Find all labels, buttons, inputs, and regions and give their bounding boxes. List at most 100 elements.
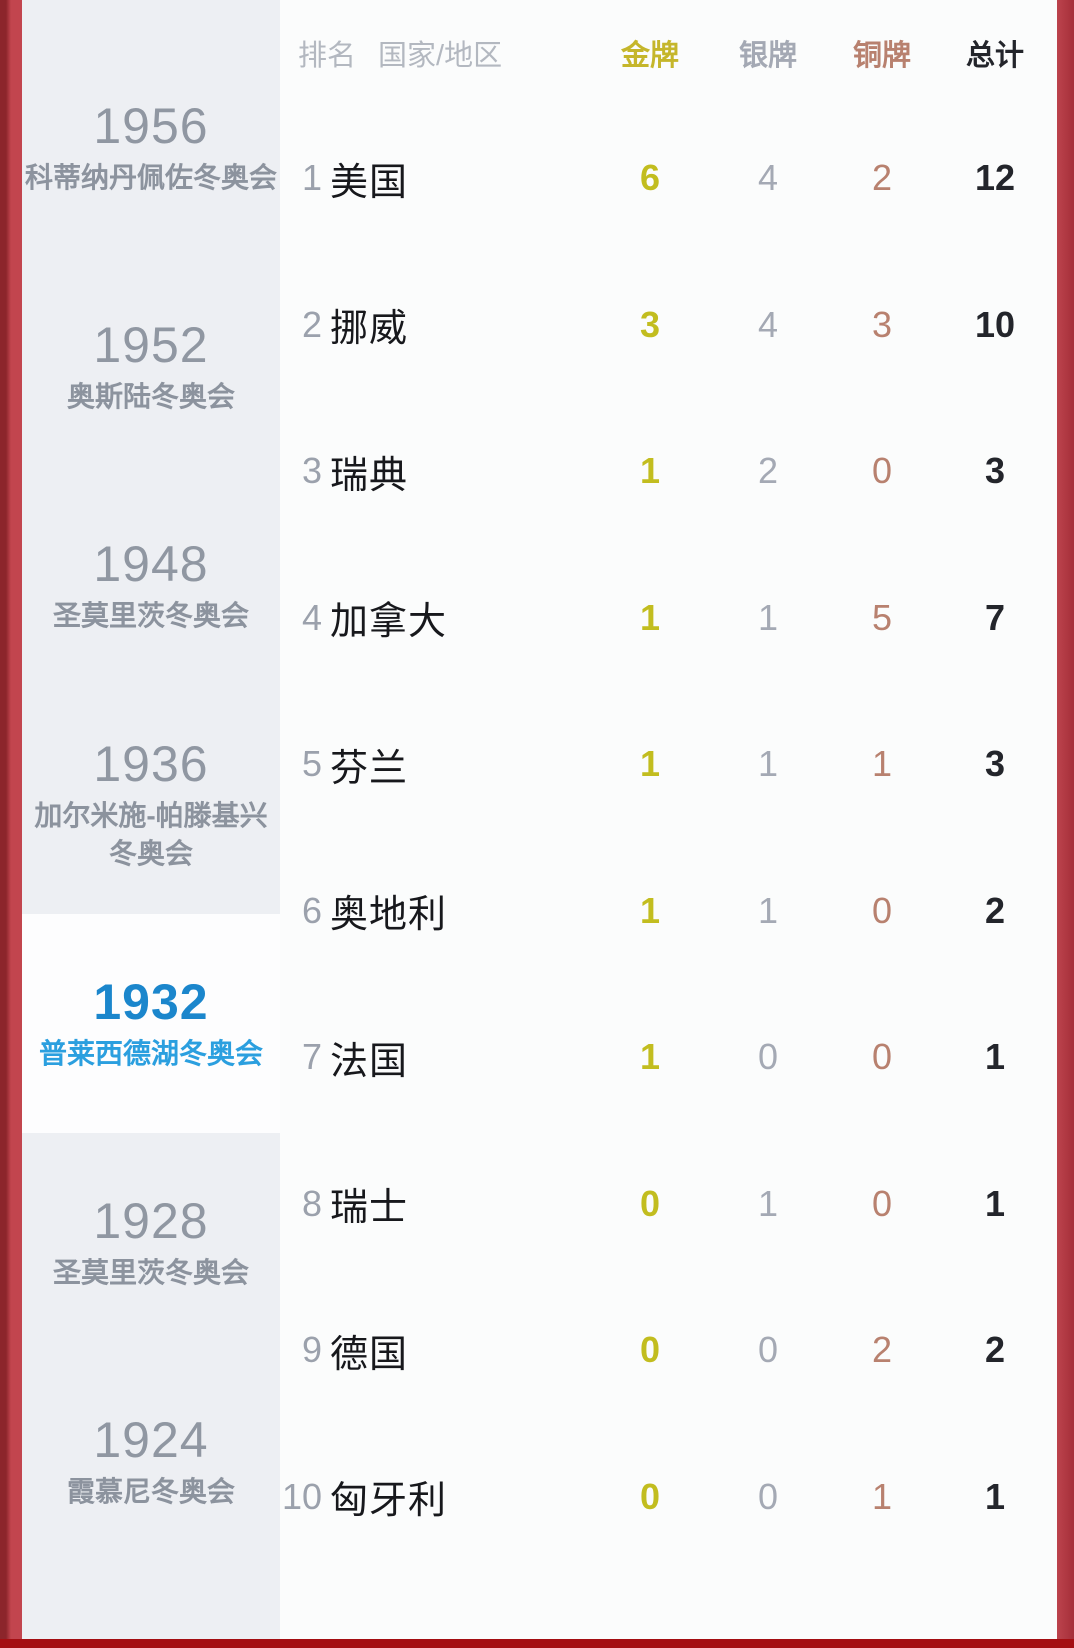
row-total: 1 — [984, 1036, 1006, 1078]
row-silver: 0 — [757, 1475, 779, 1517]
year-sidebar: 1956 科蒂纳丹佩佐冬奥会 1952 奥斯陆冬奥会 1948 圣莫里茨冬奥会 … — [22, 0, 280, 1639]
row-country: 瑞典 — [330, 454, 409, 497]
row-gold: 1 — [639, 1036, 661, 1078]
row-bronze: 5 — [871, 596, 893, 638]
row-silver: 2 — [757, 450, 779, 492]
row-country: 美国 — [330, 161, 409, 204]
header-bronze: 铜牌 — [852, 39, 911, 72]
row-gold: 0 — [639, 1475, 661, 1517]
sidebar-item-label: 加尔米施-帕滕基兴冬奥会 — [34, 800, 268, 870]
row-gold: 0 — [639, 1329, 661, 1371]
row-gold: 6 — [639, 157, 661, 199]
row-bronze: 0 — [871, 1036, 893, 1078]
header-total: 总计 — [965, 39, 1024, 72]
sidebar-item-1928[interactable]: 1928 圣莫里茨冬奥会 — [22, 1133, 280, 1352]
row-total: 1 — [984, 1182, 1006, 1224]
row-silver: 0 — [757, 1329, 779, 1371]
row-total: 3 — [984, 743, 1006, 785]
row-silver: 1 — [757, 743, 779, 785]
row-bronze: 0 — [871, 1182, 893, 1224]
table-row: 9 德国 0 0 2 2 — [280, 1277, 1057, 1424]
row-rank: 7 — [301, 1036, 322, 1078]
header-country: 国家/地区 — [378, 39, 503, 72]
medal-table: 排名 国家/地区 金牌 银牌 铜牌 总计 1 美国 6 4 2 12 2 挪威 … — [280, 0, 1057, 1639]
sidebar-year: 1948 — [93, 535, 209, 592]
table-header-row: 排名 国家/地区 金牌 银牌 铜牌 总计 — [280, 0, 1057, 105]
row-silver: 4 — [757, 157, 779, 199]
sidebar-item-label: 普莱西德湖冬奥会 — [38, 1038, 263, 1070]
row-bronze: 1 — [871, 1475, 893, 1517]
row-rank: 2 — [301, 303, 322, 345]
sidebar-year: 1924 — [93, 1411, 209, 1468]
row-total: 12 — [974, 157, 1016, 199]
row-rank: 1 — [301, 157, 322, 199]
left-red-stripe — [0, 0, 22, 1648]
row-country: 挪威 — [330, 308, 409, 351]
table-row: 7 法国 1 0 0 1 — [280, 984, 1057, 1131]
sidebar-year: 1956 — [93, 97, 209, 154]
row-total: 3 — [984, 450, 1006, 492]
table-row: 1 美国 6 4 2 12 — [280, 105, 1057, 252]
sidebar-year: 1936 — [93, 735, 209, 792]
header-rank: 排名 — [298, 39, 357, 72]
bottom-red-bar — [0, 1639, 1074, 1648]
row-silver: 0 — [757, 1036, 779, 1078]
sidebar-item-1936[interactable]: 1936 加尔米施-帕滕基兴冬奥会 — [22, 695, 280, 914]
row-country: 法国 — [330, 1040, 409, 1083]
table-row: 10 匈牙利 0 0 1 1 — [280, 1424, 1057, 1571]
row-country: 奥地利 — [330, 894, 448, 937]
row-country: 德国 — [330, 1333, 409, 1376]
row-total: 1 — [984, 1475, 1006, 1517]
row-country: 匈牙利 — [330, 1480, 448, 1523]
row-gold: 1 — [639, 596, 661, 638]
row-bronze: 2 — [871, 1329, 893, 1371]
sidebar-item-1948[interactable]: 1948 圣莫里茨冬奥会 — [22, 476, 280, 695]
row-total: 10 — [974, 303, 1016, 345]
table-row: 6 奥地利 1 1 0 2 — [280, 838, 1057, 985]
row-country: 瑞士 — [330, 1187, 409, 1230]
row-silver: 1 — [757, 1182, 779, 1224]
row-country: 芬兰 — [330, 747, 409, 790]
header-gold: 金牌 — [620, 39, 679, 72]
row-total: 2 — [984, 889, 1006, 931]
sidebar-item-1932-selected[interactable]: 1932 普莱西德湖冬奥会 — [22, 914, 280, 1133]
row-bronze: 3 — [871, 303, 893, 345]
sidebar-item-label: 圣莫里茨冬奥会 — [52, 1257, 249, 1289]
row-rank: 8 — [301, 1182, 322, 1224]
row-total: 2 — [984, 1329, 1006, 1371]
sidebar-item-1956[interactable]: 1956 科蒂纳丹佩佐冬奥会 — [22, 38, 280, 257]
row-bronze: 2 — [871, 157, 893, 199]
sidebar-year: 1952 — [93, 316, 209, 373]
sidebar-item-1952[interactable]: 1952 奥斯陆冬奥会 — [22, 257, 280, 476]
row-total: 7 — [984, 596, 1006, 638]
row-bronze: 1 — [871, 743, 893, 785]
sidebar-item-label: 奥斯陆冬奥会 — [66, 381, 235, 413]
row-gold: 1 — [639, 889, 661, 931]
sidebar-year: 1932 — [93, 973, 209, 1030]
row-silver: 1 — [757, 889, 779, 931]
sidebar-year: 1928 — [93, 1192, 209, 1249]
right-red-stripe — [1057, 0, 1074, 1648]
row-bronze: 0 — [871, 889, 893, 931]
row-country: 加拿大 — [330, 601, 448, 644]
row-gold: 1 — [639, 743, 661, 785]
table-row: 8 瑞士 0 1 0 1 — [280, 1131, 1057, 1278]
row-gold: 1 — [639, 450, 661, 492]
row-silver: 1 — [757, 596, 779, 638]
sidebar-item-label: 霞慕尼冬奥会 — [66, 1476, 235, 1508]
sidebar-item-label: 圣莫里茨冬奥会 — [52, 600, 249, 632]
row-rank: 4 — [301, 596, 322, 638]
row-gold: 0 — [639, 1182, 661, 1224]
sidebar-item-1924[interactable]: 1924 霞慕尼冬奥会 — [22, 1352, 280, 1571]
table-row: 5 芬兰 1 1 1 3 — [280, 691, 1057, 838]
table-row: 4 加拿大 1 1 5 7 — [280, 545, 1057, 692]
row-rank: 10 — [281, 1475, 322, 1517]
table-row: 3 瑞典 1 2 0 3 — [280, 398, 1057, 545]
row-rank: 9 — [301, 1329, 322, 1371]
row-bronze: 0 — [871, 450, 893, 492]
row-rank: 6 — [301, 889, 322, 931]
row-gold: 3 — [639, 303, 661, 345]
sidebar-item-label: 科蒂纳丹佩佐冬奥会 — [24, 162, 277, 194]
table-row: 2 挪威 3 4 3 10 — [280, 252, 1057, 399]
row-rank: 3 — [301, 450, 322, 492]
